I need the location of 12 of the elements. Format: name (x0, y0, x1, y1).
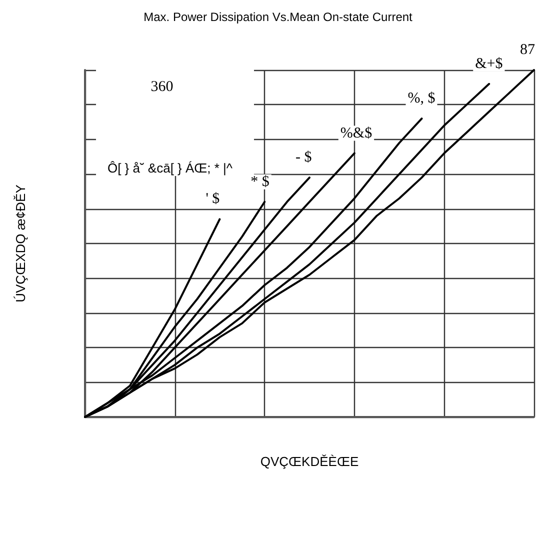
series-label: * $ (250, 174, 270, 190)
annotation: Ô[ } å˘ &cā[ } ÁŒ; * |^ (107, 160, 234, 176)
chart-title: Max. Power Dissipation Vs.Mean On-state Current (144, 10, 414, 24)
y-axis-title: ÚVÇŒXDǪ æ¢ÐĚY (13, 184, 28, 302)
series-label: - $ (296, 150, 312, 166)
series-label: %, $ (408, 90, 436, 107)
annotation: 360 (150, 79, 174, 95)
series-label: ' $ (206, 191, 220, 208)
series-label: 87 (520, 42, 536, 58)
x-axis-title: QVÇŒKDĚÈŒE (260, 454, 359, 469)
series-label: &+$ (475, 56, 504, 72)
series-label: %&$ (340, 125, 373, 142)
